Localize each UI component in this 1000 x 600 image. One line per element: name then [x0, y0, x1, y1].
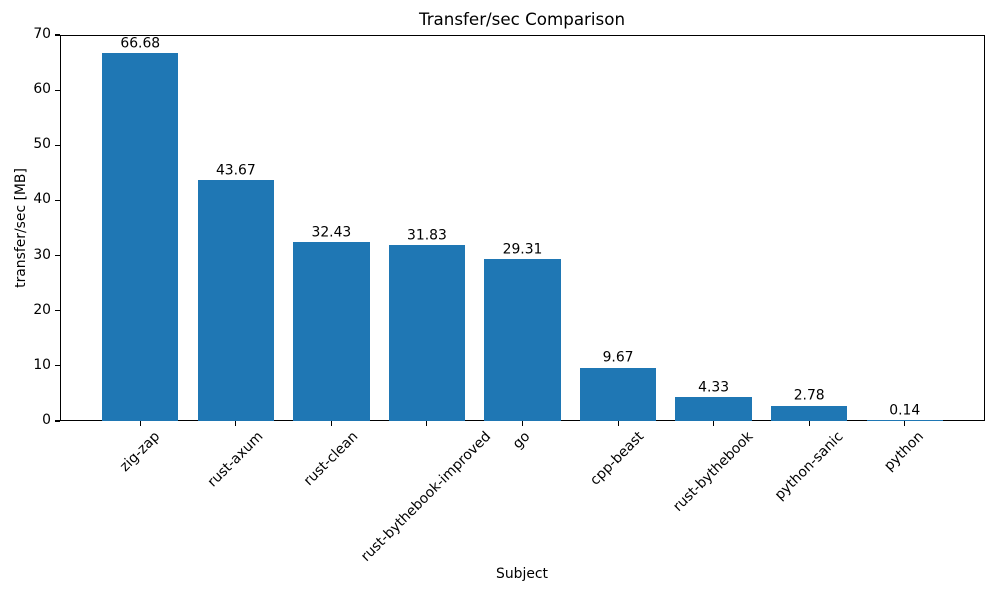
bar	[484, 259, 561, 421]
bar-value-label: 9.67	[602, 349, 634, 366]
y-tick-label: 70	[33, 26, 51, 43]
bar	[866, 420, 943, 421]
bar	[197, 180, 275, 421]
bar	[579, 367, 657, 421]
x-tick-mark	[713, 421, 715, 426]
x-tick-label: rust-bythebook-improved	[358, 428, 495, 565]
x-tick-mark	[521, 421, 524, 426]
bar-value-label: 43.67	[215, 162, 256, 179]
x-tick-label: python-sanic	[771, 428, 846, 504]
x-tick-label: rust-clean	[300, 428, 362, 490]
x-tick-label: rust-axum	[204, 428, 266, 491]
x-tick-label: zig-zap	[116, 428, 163, 475]
y-tick-mark	[55, 255, 60, 257]
y-tick-mark	[55, 89, 60, 91]
bar	[675, 397, 752, 421]
bar	[388, 245, 466, 421]
x-tick-label: rust-bythebook	[669, 428, 757, 515]
x-tick-mark	[139, 421, 141, 426]
x-tick-label: cpp-beast	[587, 428, 648, 489]
bar-value-label: 66.68	[120, 35, 161, 52]
y-axis-label: transfer/sec [MB]	[13, 168, 29, 288]
y-tick-mark	[55, 365, 60, 367]
bar-value-label: 31.83	[407, 227, 447, 244]
bar-value-label: 0.14	[889, 402, 921, 419]
y-tick-mark	[55, 34, 60, 36]
bar-value-label: 2.78	[793, 387, 825, 404]
y-tick-label: 0	[42, 412, 51, 429]
y-tick-mark	[55, 420, 60, 422]
x-tick-mark	[617, 421, 619, 426]
x-tick-label: python	[881, 428, 928, 475]
x-tick-mark	[904, 421, 906, 426]
bar	[770, 405, 848, 421]
bar-value-label: 32.43	[311, 224, 352, 241]
chart-title: Transfer/sec Comparison	[418, 9, 626, 29]
y-tick-label: 20	[33, 301, 51, 318]
y-tick-mark	[55, 144, 60, 146]
y-tick-label: 60	[33, 81, 51, 98]
y-tick-label: 50	[33, 136, 51, 153]
x-tick-label: go	[509, 428, 534, 453]
x-axis-label: Subject	[496, 566, 548, 582]
y-tick-label: 40	[33, 191, 51, 208]
x-tick-mark	[808, 421, 810, 426]
y-tick-label: 10	[33, 356, 51, 373]
x-tick-mark	[426, 421, 428, 426]
bar	[293, 242, 370, 421]
bar	[102, 53, 179, 421]
y-tick-mark	[55, 199, 60, 201]
y-tick-mark	[55, 310, 60, 312]
y-tick-label: 30	[33, 246, 51, 263]
x-tick-mark	[235, 421, 237, 426]
bar-value-label: 29.31	[502, 241, 543, 258]
x-tick-mark	[330, 421, 332, 426]
bar-value-label: 4.33	[698, 379, 730, 396]
